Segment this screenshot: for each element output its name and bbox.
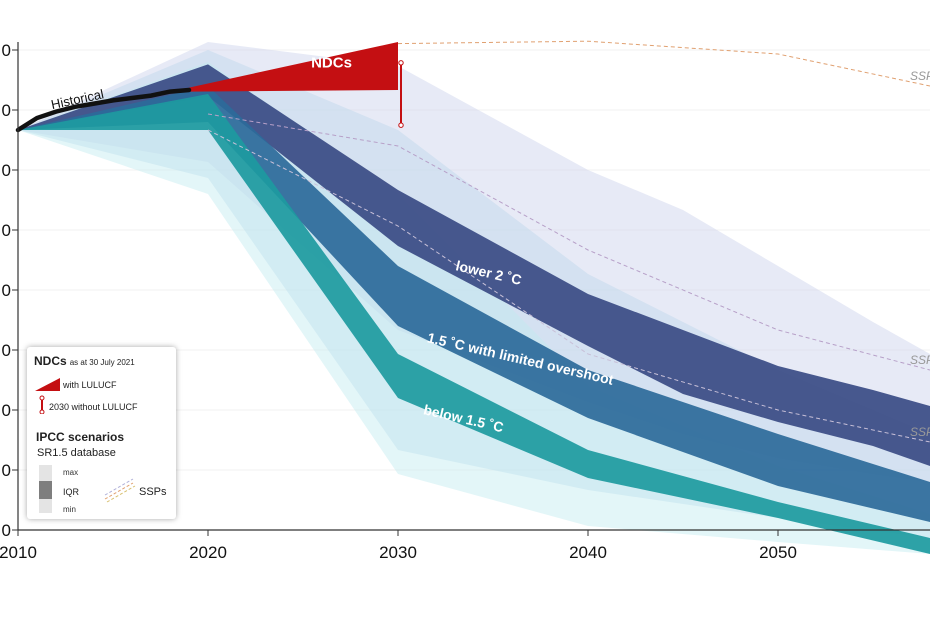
- ndc-bar-top: [39, 395, 45, 401]
- ndc-bar-bottom-cap: [398, 122, 404, 128]
- historical-line: [15, 87, 192, 133]
- x-tick-label: 2040: [569, 543, 607, 562]
- ndc-wedge: [189, 42, 398, 92]
- x-tick-label: 2030: [379, 543, 417, 562]
- iqr-band-1: [18, 64, 930, 467]
- legend-database: SR1.5 database: [37, 447, 116, 459]
- iqr-swatch: [39, 481, 52, 499]
- legend-with-lulucf: with LULUCF: [63, 380, 117, 390]
- legend-without-lulucf: 2030 without LULUCF: [49, 402, 138, 412]
- x-tick-label: 2020: [189, 543, 227, 562]
- ndc-bar-top-cap: [398, 60, 404, 66]
- y-tick-label: 0: [2, 221, 11, 240]
- y-tick-label: 0: [2, 161, 11, 180]
- ssp-swatch: [104, 478, 136, 503]
- ssp-line-1: [397, 40, 930, 87]
- ndc-bar-bottom: [39, 409, 45, 414]
- x-tick-label: 2010: [0, 543, 37, 562]
- legend-max: max: [63, 468, 79, 477]
- ssp-label-3: SSP: [910, 425, 930, 439]
- y-tick-label: 0: [2, 101, 11, 120]
- scenario-iqr-bands: [18, 64, 930, 554]
- ssp-label-2: SSP: [910, 353, 930, 367]
- y-tick-label: 0: [2, 281, 11, 300]
- y-tick-label: 0: [2, 521, 11, 540]
- ssp-lines: SSP SSP SSP: [207, 40, 930, 443]
- ndc-label: NDCs: [311, 55, 352, 72]
- ndc-wedge-swatch: [35, 378, 60, 391]
- legend-ipcc-title: IPCC scenarios: [36, 430, 125, 444]
- ndc-wedge-group: NDCs: [189, 42, 404, 128]
- ssp-line-3: [207, 129, 930, 443]
- legend-iqr: IQR: [63, 487, 80, 497]
- ssp-line-2: [207, 113, 930, 371]
- x-tick-label: 2050: [759, 543, 797, 562]
- legend-min: min: [63, 505, 76, 514]
- y-tick-label: 0: [2, 41, 11, 60]
- y-tick-label: 0: [2, 461, 11, 480]
- legend-ndcs-label: NDCs: [34, 354, 67, 368]
- legend-ndcs-date: as at 30 July 2021: [69, 358, 135, 367]
- legend: NDCs as at 30 July 2021 with LULUCF 2030…: [27, 347, 176, 519]
- axes: 2010 2020 2030 2040 2050 0 0 0 0 0 0 0 0 0: [0, 41, 930, 562]
- legend-ndcs-title: NDCs as at 30 July 2021: [34, 354, 135, 368]
- y-tick-label: 0: [2, 341, 11, 360]
- legend-ndc-swatches: [35, 378, 60, 414]
- legend-ssps: SSPs: [139, 486, 167, 498]
- y-tick-label: 0: [2, 401, 11, 420]
- ssp-label-1: SSP: [910, 69, 930, 83]
- iqr-band-2: [18, 86, 930, 522]
